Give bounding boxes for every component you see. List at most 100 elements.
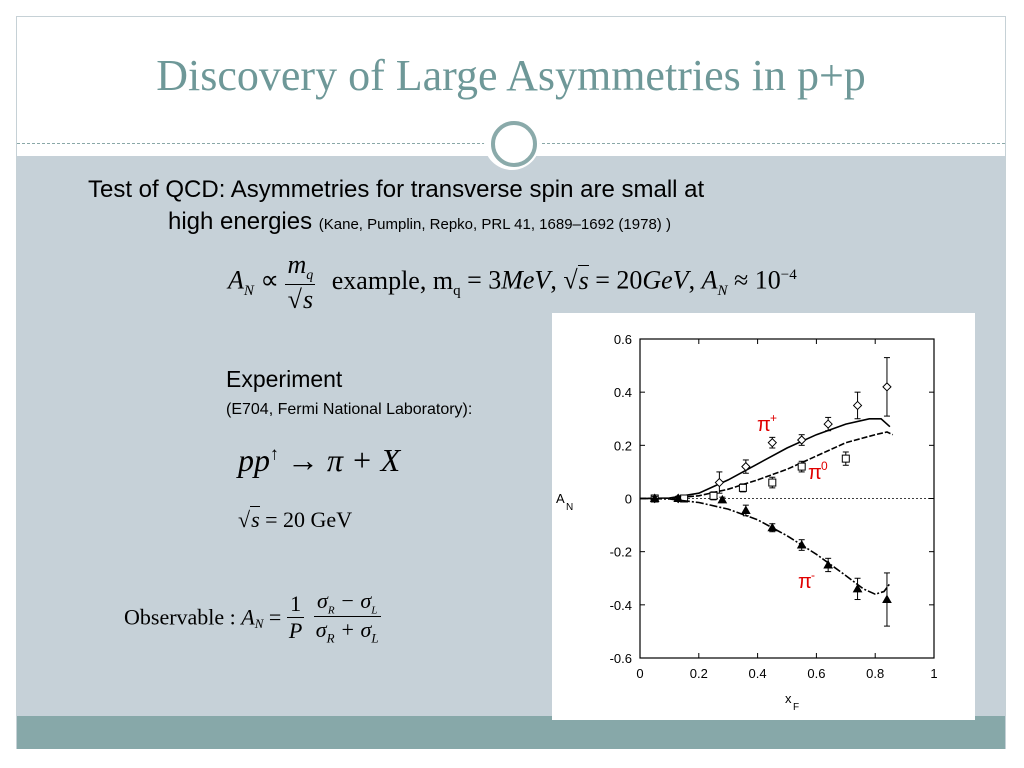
formula-fraction: mq √s (285, 250, 316, 315)
obs-num-l: L (371, 604, 378, 617)
series-label-sup-1: 0 (821, 459, 828, 473)
data-point-diamond (852, 400, 863, 411)
y-tick-label: -0.4 (610, 598, 632, 613)
formula-an2: A (701, 265, 718, 295)
data-point-diamond (741, 461, 751, 472)
energy-s: s (250, 506, 260, 532)
formula-s2: s (577, 264, 589, 295)
series-label-0: π (757, 414, 771, 436)
data-point-triangle (649, 493, 660, 502)
y-tick-label: 0 (625, 492, 632, 507)
data-point-square (709, 491, 718, 500)
data-point-square (768, 478, 777, 487)
ornament-ring-icon (491, 121, 537, 167)
obs-den-r: R (326, 630, 335, 646)
obs-an: A (241, 604, 255, 630)
formula-mq-sub: q (306, 268, 314, 284)
asymmetry-chart: 0 0.2 0.4 0.6 0.8 1 0.6 0.4 0.2 0 -0.2 -0.4 -0.6 x F A N… (552, 313, 975, 720)
x-tick-label: 0 (636, 666, 643, 681)
series-label-1: π (808, 462, 822, 484)
data-point-triangle (740, 505, 751, 514)
x-tick-label: 1 (930, 666, 937, 681)
series-curve-1 (639, 431, 894, 500)
obs-frac2: σR − σL σR + σL (313, 588, 381, 647)
proportionality-formula: AN ∝ mq √s example, mq = 3MeV, √s = 20Ge… (228, 250, 797, 315)
formula-mev: MeV (501, 265, 551, 295)
obs-minus: − σ (334, 588, 372, 613)
formula-mq: m (287, 250, 307, 279)
reaction-formula: pp↑ → π + X (238, 442, 400, 479)
chart-svg: 0 0.2 0.4 0.6 0.8 1 0.6 0.4 0.2 0 -0.2 -0.4 -0.6 xF AN… (556, 332, 938, 713)
citation: (Kane, Pumplin, Repko, PRL 41, 1689–1692… (318, 216, 671, 233)
y-tick-label: -0.6 (610, 651, 632, 666)
heading-line2: high energies (168, 208, 313, 235)
formula-gev: GeV (642, 265, 689, 295)
data-point-square (841, 454, 850, 463)
data-point-triangle (823, 559, 834, 569)
observable-label: Observable : (124, 604, 242, 630)
data-point-triangle (767, 522, 778, 532)
heading: Test of QCD: Asymmetries for transverse … (88, 174, 704, 241)
obs-an-sub: N (254, 615, 264, 631)
formula-example: example, m (331, 265, 454, 295)
energy-formula: √s = 20 GeV (238, 506, 353, 532)
data-point-diamond (714, 477, 725, 488)
series-curve-0 (639, 418, 891, 500)
heading-line2-wrap: high energies (Kane, Pumplin, Repko, PRL… (88, 206, 704, 241)
obs-plus: + σ (334, 617, 372, 643)
data-point-square (738, 483, 747, 492)
formula-s: s (301, 284, 314, 315)
formula-comma1: , (550, 265, 564, 295)
formula-an: A (228, 265, 244, 295)
formula-an2-sub: N (717, 282, 728, 299)
y-axis-label-sub: N (566, 502, 573, 513)
slide-title: Discovery of Large Asymmetries in p+p (156, 51, 866, 100)
x-tick-label: 0.2 (690, 666, 708, 681)
obs-p: P (288, 617, 303, 643)
x-axis-label-sub: F (793, 702, 799, 713)
data-point-diamond (796, 435, 807, 445)
formula-prop: ∝ (260, 265, 279, 295)
x-tick-label: 0.6 (807, 666, 825, 681)
y-tick-label: 0.6 (614, 332, 632, 347)
formula-exp: −4 (780, 266, 797, 283)
formula-rest: = 3 (460, 265, 502, 295)
footer-bar (17, 716, 1005, 749)
experiment-subtitle: (E704, Fermi National Laboratory): (226, 401, 473, 418)
obs-one: 1 (286, 591, 305, 618)
y-tick-label: -0.2 (610, 545, 632, 560)
data-point-diamond (823, 419, 833, 429)
obs-den-l: L (371, 630, 379, 646)
series-curve-2 (639, 497, 891, 596)
data-point-triangle (882, 594, 892, 604)
formula-an-sub: N (243, 282, 254, 299)
series-label-sup-0: + (770, 411, 777, 425)
y-tick-label: 0.2 (614, 438, 632, 453)
data-point-triangle (796, 540, 807, 549)
data-point-triangle (852, 583, 863, 593)
data-point-diamond (882, 382, 892, 392)
data-point-diamond (767, 437, 778, 448)
formula-example-sub: q (453, 282, 461, 299)
data-point-triangle (673, 493, 684, 502)
data-point-triangle (717, 494, 728, 504)
formula-comma2: , (688, 265, 702, 295)
observable-formula: Observable : AN = 1 P σR − σL σR + σL (124, 588, 381, 647)
y-axis-label: A (556, 491, 565, 506)
formula-eq20: = 20 (588, 265, 643, 295)
series-label-sup-2: - (811, 568, 815, 582)
x-tick-label: 0.4 (749, 666, 767, 681)
x-axis-label: x (785, 691, 792, 706)
x-tick-label: 0.8 (866, 666, 884, 681)
obs-num: σ (316, 588, 328, 613)
heading-line1: Test of QCD: Asymmetries for transverse … (88, 176, 705, 203)
reaction-lhs: pp (238, 442, 270, 478)
obs-eq: = (268, 604, 287, 630)
experiment-title: Experiment (226, 366, 343, 392)
y-tick-label: 0.4 (614, 385, 632, 400)
obs-den: σ (315, 617, 327, 643)
reaction-rhs: → π + X (279, 442, 401, 478)
data-point-square (797, 462, 806, 471)
obs-num-r: R (327, 604, 335, 617)
energy-eq: = 20 GeV (259, 507, 353, 532)
